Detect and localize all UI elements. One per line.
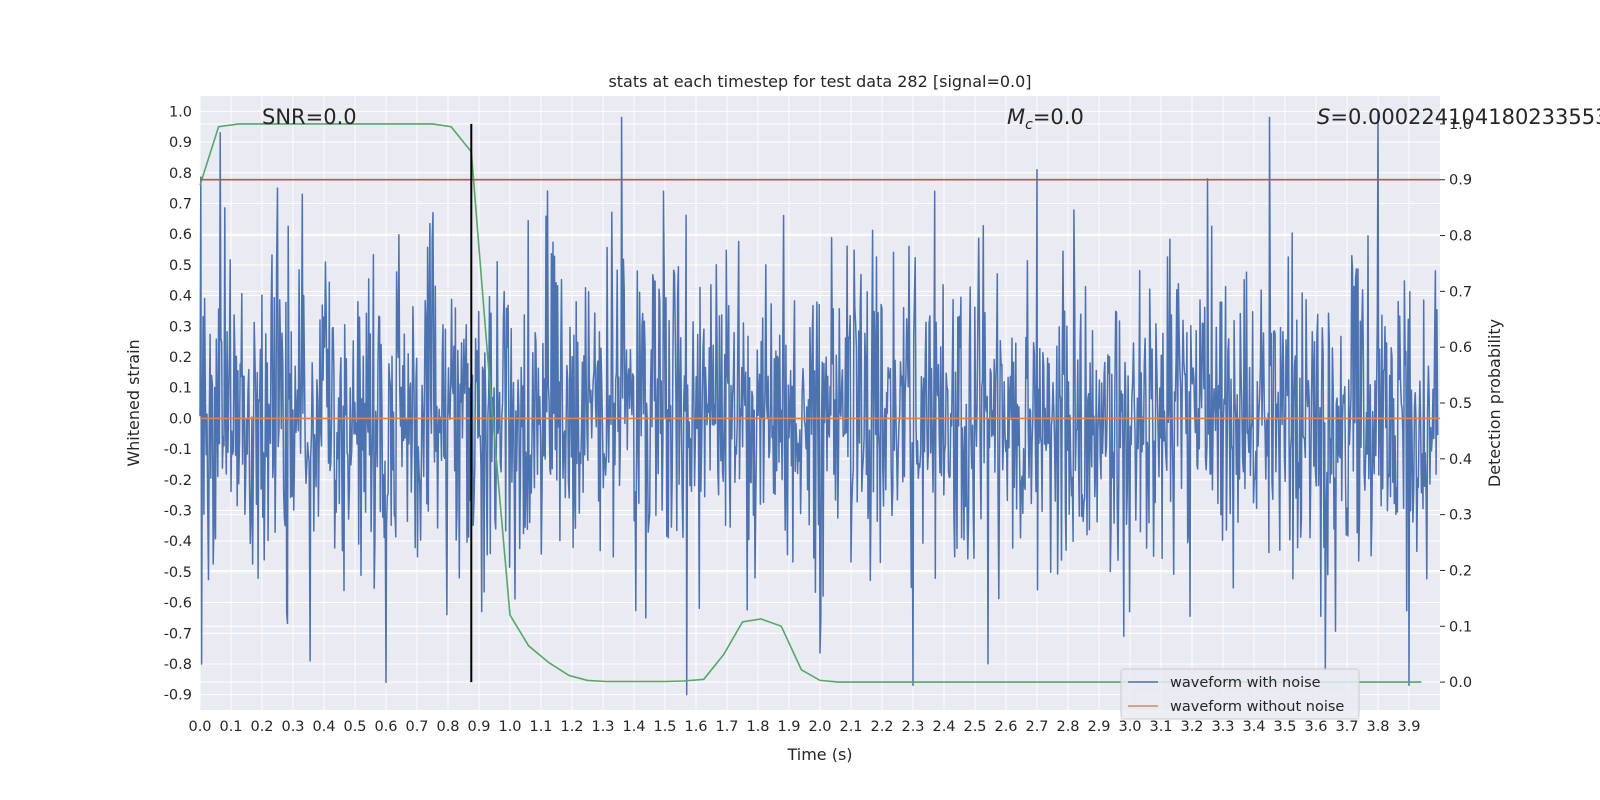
x-tick-label: 1.3 xyxy=(591,719,614,735)
x-tick-label: 2.4 xyxy=(932,719,955,735)
x-tick-label: 2.3 xyxy=(901,719,924,735)
x-tick-label: 1.9 xyxy=(777,719,800,735)
x-tick-label: 0.3 xyxy=(281,719,304,735)
y-left-tick-label: -0.9 xyxy=(164,688,192,704)
x-tick-label: 1.5 xyxy=(653,719,676,735)
x-tick-label: 3.0 xyxy=(1118,719,1141,735)
y-left-tick-label: 1.0 xyxy=(169,104,192,120)
x-tick-label: 3.6 xyxy=(1304,719,1327,735)
x-tick-label: 1.0 xyxy=(498,719,521,735)
y-right-tick-label: 0.4 xyxy=(1449,452,1472,468)
x-tick-label: 1.1 xyxy=(529,719,552,735)
series-waveform-with-noise xyxy=(199,110,1439,696)
legend-label-noise: waveform with noise xyxy=(1170,675,1321,691)
chirp-mass-subscript: c xyxy=(1025,117,1033,133)
y-left-tick-label: 0.1 xyxy=(169,381,192,397)
y-left-tick-label: 0.7 xyxy=(169,196,192,212)
y-right-tick-label: 0.7 xyxy=(1449,284,1472,300)
x-tick-label: 2.6 xyxy=(994,719,1017,735)
legend-label-clean: waveform without noise xyxy=(1170,699,1344,715)
y-left-tick-label: 0.6 xyxy=(169,227,192,243)
x-tick-label: 2.8 xyxy=(1056,719,1079,735)
y-left-tick-label: -0.7 xyxy=(164,626,192,642)
x-tick-label: 2.0 xyxy=(808,719,831,735)
x-tick-label: 3.3 xyxy=(1211,719,1234,735)
x-tick-label: 3.4 xyxy=(1242,719,1265,735)
y-right-tick-label: 0.9 xyxy=(1449,173,1472,189)
y-left-tick-label: -0.4 xyxy=(164,534,192,550)
series-layer xyxy=(199,110,1440,696)
chirp-mass-symbol: M xyxy=(1007,105,1025,129)
series-line-2 xyxy=(199,123,1422,683)
y-right-tick-label: 0.0 xyxy=(1449,675,1472,691)
chirp-mass-annotation: Mc=0.0 xyxy=(1007,105,1084,133)
x-tick-label: 3.1 xyxy=(1149,719,1172,735)
x-tick-label: 1.2 xyxy=(560,719,583,735)
snr-annotation: SNR=0.0 xyxy=(262,105,357,129)
x-tick-label: 1.6 xyxy=(684,719,707,735)
x-tick-label: 1.4 xyxy=(622,719,645,735)
x-tick-label: 1.7 xyxy=(715,719,738,735)
x-tick-label: 0.2 xyxy=(250,719,273,735)
y-left-tick-label: -0.5 xyxy=(164,565,192,581)
y-right-tick-label: 0.3 xyxy=(1449,508,1472,524)
snr-score-annotation: S=0.00022410418023355355 xyxy=(1317,105,1600,129)
x-tick-label: 0.6 xyxy=(374,719,397,735)
x-tick-label: 0.7 xyxy=(405,719,428,735)
legend: waveform with noise waveform without noi… xyxy=(1120,668,1360,720)
x-axis-label: Time (s) xyxy=(786,745,852,764)
y-left-tick-label: 0.5 xyxy=(169,258,192,274)
y-left-tick-label: -0.8 xyxy=(164,657,192,673)
x-tick-labels: 0.0 0.1 0.2 0.3 0.4 0.5 0.6 0.7 0.8 0.9 1.0 1.1 1.2 1… xyxy=(188,719,1420,735)
y-left-axis-label: Whitened strain xyxy=(124,339,143,466)
x-tick-label: 2.2 xyxy=(870,719,893,735)
y-right-tick-label: 0.1 xyxy=(1449,619,1472,635)
x-tick-label: 0.4 xyxy=(312,719,335,735)
y-right-tick-label: 0.2 xyxy=(1449,563,1472,579)
y-left-tick-labels: 1.0 0.9 0.8 0.7 0.6 0.5 0.4 0.3 0.2 0.1 0.0 -0.1 -0.… xyxy=(164,104,192,703)
y-right-tick-label: 0.8 xyxy=(1449,229,1472,245)
x-tick-label: 2.1 xyxy=(839,719,862,735)
chirp-mass-value: =0.0 xyxy=(1033,105,1084,129)
x-tick-label: 0.5 xyxy=(343,719,366,735)
x-tick-label: 0.0 xyxy=(188,719,211,735)
y-left-tick-label: 0.0 xyxy=(169,411,192,427)
x-tick-label: 3.8 xyxy=(1366,719,1389,735)
score-symbol: S xyxy=(1317,105,1330,129)
x-tick-label: 1.8 xyxy=(746,719,769,735)
y-left-tick-label: 0.2 xyxy=(169,350,192,366)
legend-box xyxy=(1120,668,1360,720)
y-right-tick-labels: 1.0 0.9 0.8 0.7 0.6 0.5 0.4 0.3 0.2 0.1 0.0 xyxy=(1440,117,1472,691)
x-tick-label: 3.9 xyxy=(1397,719,1420,735)
x-tick-label: 2.9 xyxy=(1087,719,1110,735)
y-right-tick-label: 1.0 xyxy=(1449,117,1472,133)
score-value: =0.00022410418023355355 xyxy=(1330,105,1600,129)
y-left-tick-label: 0.4 xyxy=(169,289,192,305)
chart-title: stats at each timestep for test data 282… xyxy=(608,72,1031,91)
y-left-tick-label: 0.9 xyxy=(169,135,192,151)
y-left-tick-label: -0.1 xyxy=(164,442,192,458)
x-tick-label: 2.7 xyxy=(1025,719,1048,735)
x-tick-label: 0.1 xyxy=(219,719,242,735)
x-tick-label: 2.5 xyxy=(963,719,986,735)
y-left-tick-label: -0.6 xyxy=(164,596,192,612)
y-left-tick-label: 0.3 xyxy=(169,319,192,335)
y-right-tick-label: 0.5 xyxy=(1449,396,1472,412)
x-tick-label: 0.9 xyxy=(467,719,490,735)
y-left-tick-label: 0.8 xyxy=(169,166,192,182)
x-tick-label: 3.2 xyxy=(1180,719,1203,735)
y-right-axis-label: Detection probability xyxy=(1485,319,1504,487)
y-left-tick-label: -0.2 xyxy=(164,473,192,489)
y-right-tick-label: 0.6 xyxy=(1449,340,1472,356)
x-tick-label: 3.7 xyxy=(1335,719,1358,735)
x-tick-label: 3.5 xyxy=(1273,719,1296,735)
x-tick-label: 0.8 xyxy=(436,719,459,735)
y-left-tick-label: -0.3 xyxy=(164,503,192,519)
